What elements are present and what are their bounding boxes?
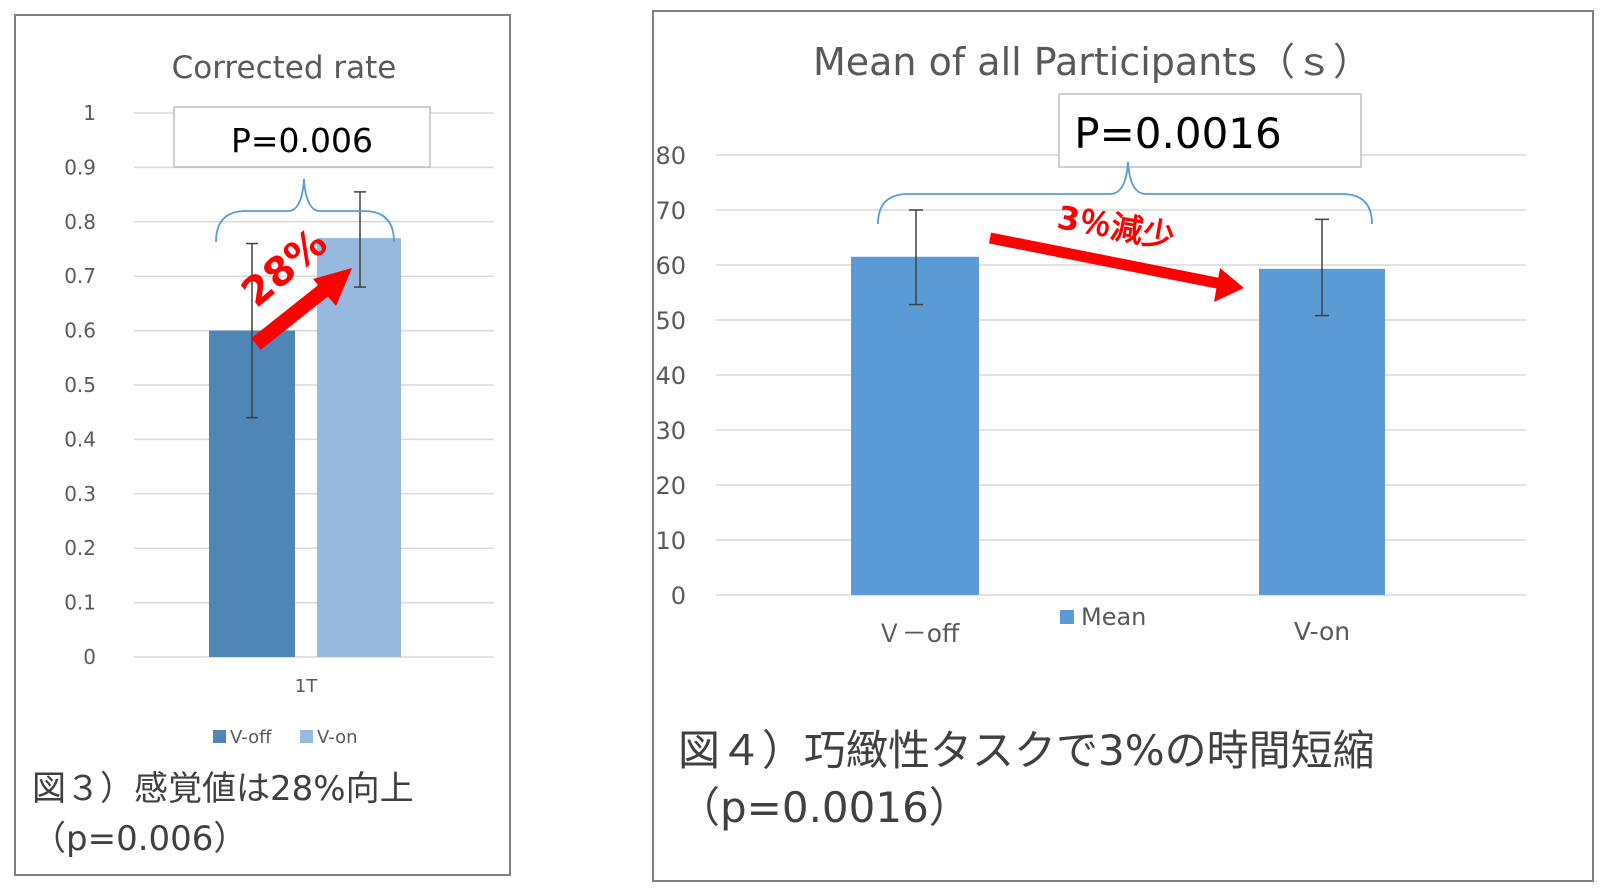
corrected-rate-chart: Corrected rate 0 0.1 0.2 0.3 0.4 0.5 0.6 0.7 0.8… <box>64 50 494 748</box>
x-tick-label: V-on <box>1294 617 1350 646</box>
bracket <box>877 161 1373 225</box>
pvalue-box <box>173 106 431 168</box>
bar-mean <box>851 256 979 595</box>
y-tick-label: 0 <box>671 582 686 610</box>
y-tick-label: 0 <box>83 645 96 669</box>
legend-swatch-v-on <box>300 730 313 743</box>
chart-title: Mean of all Participants（ｓ） <box>813 40 1371 84</box>
y-tick-label: 0.1 <box>64 591 96 615</box>
y-tick-label: 0.6 <box>64 319 96 343</box>
chart-panel-corrected-rate: Corrected rate 0 0.1 0.2 0.3 0.4 0.5 0.6 0.7 0.8… <box>14 14 511 876</box>
y-tick-label: 0.9 <box>64 155 96 179</box>
y-tick-label: 0.2 <box>64 536 96 560</box>
legend-label-v-off: V-off <box>230 727 272 748</box>
y-tick-label: 20 <box>655 472 686 500</box>
y-tick-label: 30 <box>655 417 686 445</box>
change-label: 3％減少 <box>1054 198 1177 256</box>
x-tick-label: Ｖ－off <box>877 619 960 648</box>
mean-participants-chart: Mean of all Participants（ｓ） 0 10 20 30 40 50 6… <box>655 40 1526 648</box>
y-tick-label: 0.5 <box>64 373 96 397</box>
y-tick-label: 1 <box>83 101 96 125</box>
decrease-arrow <box>988 232 1224 290</box>
y-tick-label: 40 <box>655 362 686 390</box>
increase-arrow <box>251 280 334 350</box>
figure-caption-line1: 図３）感覚値は28%向上 <box>32 769 414 809</box>
y-tick-label: 0.8 <box>64 210 96 234</box>
y-tick-label: 80 <box>655 142 686 170</box>
figure-caption-line1: 図４）巧緻性タスクで3%の時間短縮 <box>678 726 1375 775</box>
increase-arrowhead <box>313 268 352 306</box>
x-tick-label: 1T <box>295 676 318 697</box>
chart-panel-mean-participants: Mean of all Participants（ｓ） 0 10 20 30 40 50 6… <box>652 10 1594 882</box>
bar-v-on <box>317 238 401 657</box>
legend-swatch-v-off <box>213 730 226 743</box>
y-tick-label: 70 <box>655 197 686 225</box>
y-tick-label: 10 <box>655 527 686 555</box>
pvalue-box <box>1058 93 1362 168</box>
chart-title: Corrected rate <box>172 50 397 86</box>
decrease-arrowhead <box>1214 268 1244 302</box>
y-tick-label: 0.4 <box>64 427 96 451</box>
y-tick-label: 60 <box>655 252 686 280</box>
figure-caption-line2: （p=0.0016） <box>678 783 971 832</box>
bar-mean <box>1259 268 1385 595</box>
legend-swatch-mean <box>1060 610 1074 624</box>
legend-label-v-on: V-on <box>317 727 358 748</box>
legend-label-mean: Mean <box>1081 603 1146 631</box>
y-tick-label: 50 <box>655 307 686 335</box>
bracket <box>215 178 395 243</box>
figure-caption-line2: （p=0.006） <box>32 819 248 859</box>
y-tick-label: 0.3 <box>64 482 96 506</box>
pvalue-label: P=0.0016 <box>1074 109 1281 158</box>
pvalue-label: P=0.006 <box>231 121 373 160</box>
y-tick-label: 0.7 <box>64 264 96 288</box>
